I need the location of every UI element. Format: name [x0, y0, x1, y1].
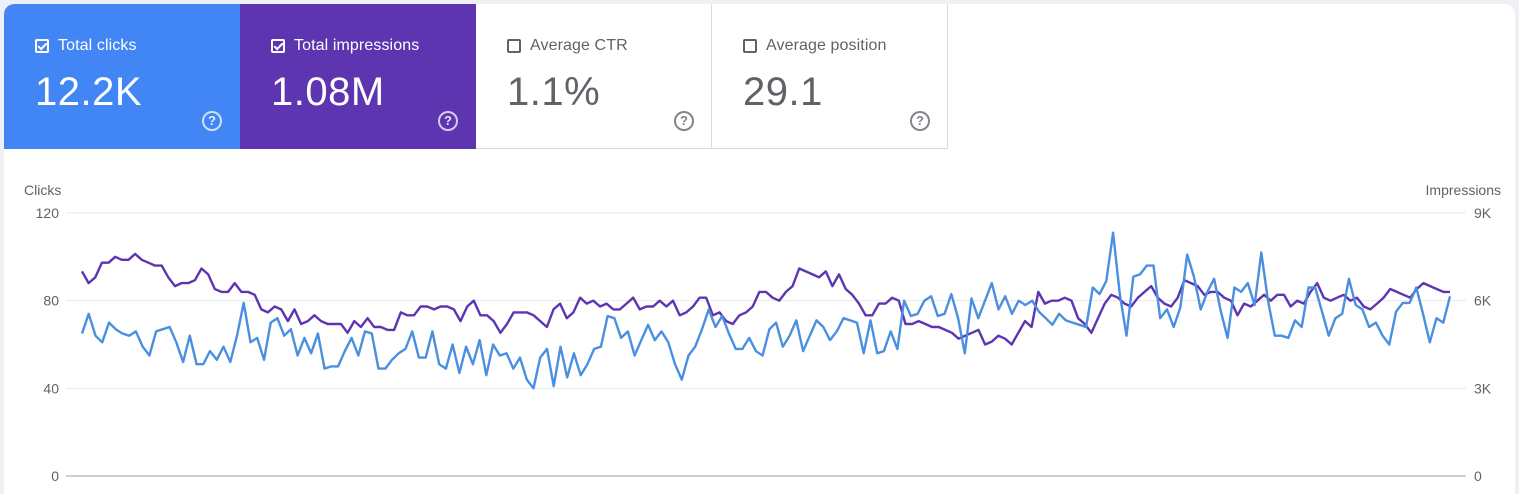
left-axis-tick-label: 80 — [43, 293, 59, 309]
metric-label: Average CTR — [530, 37, 628, 54]
metric-average-position-header: Average position — [743, 37, 887, 55]
metric-value: 1.08M — [271, 70, 385, 114]
metric-total-impressions[interactable]: Total impressions 1.08M ? — [240, 4, 476, 149]
help-circle-icon[interactable]: ? — [910, 111, 930, 131]
checkbox-checked-icon[interactable] — [271, 39, 285, 53]
metric-value: 12.2K — [35, 70, 143, 114]
checkbox-unchecked-icon[interactable] — [507, 39, 521, 53]
metric-average-ctr[interactable]: Average CTR 1.1% ? — [476, 4, 712, 149]
right-axis-tick-label: 3K — [1474, 380, 1492, 396]
clicks-series-line — [80, 231, 1452, 390]
left-axis-ticks: 0 40 80 120 — [36, 205, 60, 484]
performance-line-chart: Clicks Impressions 0 40 80 120 0 3K 6K 9K — [24, 182, 1501, 484]
impressions-series-line — [80, 252, 1450, 346]
checkbox-unchecked-icon[interactable] — [743, 39, 757, 53]
metric-tabs: Total clicks 12.2K ? Total impressions 1… — [4, 4, 948, 149]
performance-card: Total clicks 12.2K ? Total impressions 1… — [4, 4, 1515, 494]
right-axis-title: Impressions — [1426, 182, 1501, 198]
metric-label: Total clicks — [58, 37, 137, 54]
metric-label: Average position — [766, 37, 887, 54]
metric-total-clicks[interactable]: Total clicks 12.2K ? — [4, 4, 240, 149]
left-axis-tick-label: 40 — [43, 380, 59, 396]
metric-average-ctr-header: Average CTR — [507, 37, 628, 55]
help-circle-icon[interactable]: ? — [202, 111, 222, 131]
metric-label: Total impressions — [294, 37, 420, 54]
metric-total-impressions-header: Total impressions — [271, 37, 419, 55]
metric-value: 29.1 — [743, 70, 823, 114]
chart-series — [80, 231, 1452, 390]
right-axis-tick-label: 9K — [1474, 205, 1492, 221]
right-axis-tick-label: 6K — [1474, 293, 1492, 309]
help-circle-icon[interactable]: ? — [438, 111, 458, 131]
metric-value: 1.1% — [507, 70, 601, 114]
left-axis-title: Clicks — [24, 182, 61, 198]
metric-total-clicks-header: Total clicks — [35, 37, 137, 55]
checkbox-checked-icon[interactable] — [35, 39, 49, 53]
metric-average-position[interactable]: Average position 29.1 ? — [712, 4, 948, 149]
left-axis-tick-label: 120 — [36, 205, 60, 221]
right-axis-tick-label: 0 — [1474, 468, 1482, 484]
help-circle-icon[interactable]: ? — [674, 111, 694, 131]
right-axis-ticks: 0 3K 6K 9K — [1474, 205, 1492, 484]
left-axis-tick-label: 0 — [51, 468, 59, 484]
